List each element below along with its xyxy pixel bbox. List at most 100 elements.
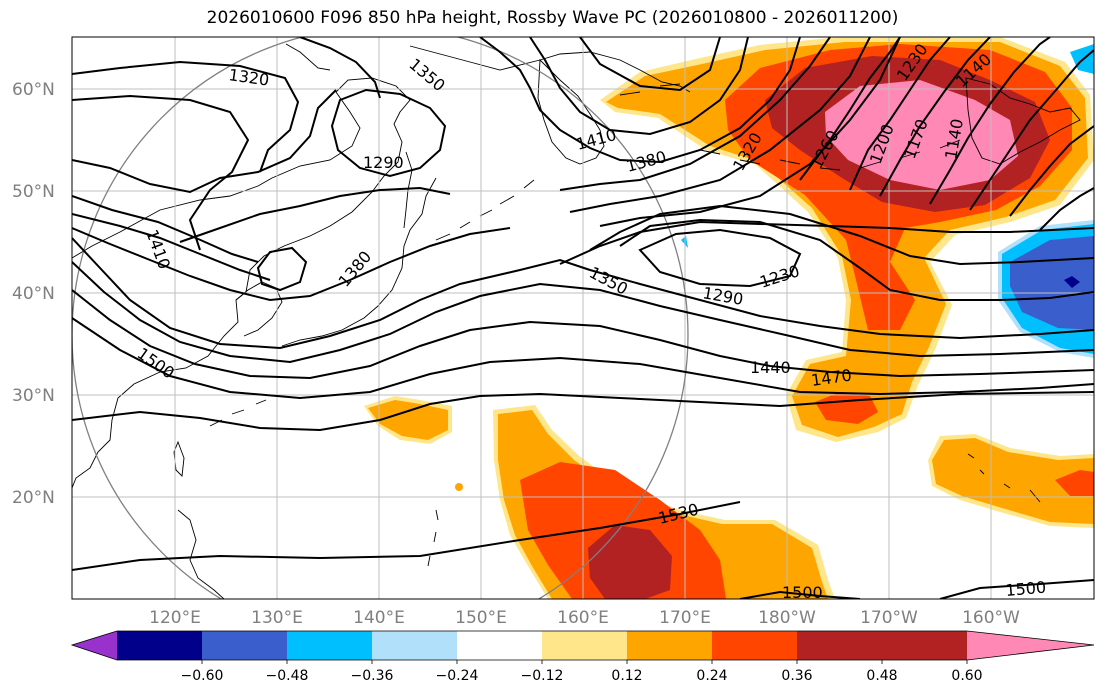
colorbar-label: −0.12 [521, 668, 564, 684]
lon-label: 150°E [455, 608, 507, 628]
contour-line [72, 261, 1094, 364]
anomaly-shade-dark-red [588, 525, 672, 599]
coastline-okhotsk [285, 43, 331, 71]
reference-circle [72, 37, 689, 599]
contour-line [256, 246, 308, 292]
anomaly-shade-navy [1064, 276, 1080, 288]
contour-line [72, 391, 1094, 432]
colorbar-label: 0.60 [951, 668, 982, 684]
anomaly-shade-pink [825, 80, 1018, 190]
lon-label: 170°E [659, 608, 711, 628]
contour-line [72, 89, 337, 194]
coastline-marianas [427, 509, 439, 567]
contour-line [72, 289, 1094, 380]
colorbar-segment [542, 631, 627, 660]
colorbar-segment [712, 631, 797, 660]
lon-label: 170°W [860, 608, 918, 628]
coastlines [72, 43, 1081, 599]
contour-label: 1290 [363, 153, 404, 172]
colorbar-segment [372, 631, 457, 660]
contour-line [969, 49, 1094, 211]
latitude-labels: 20°N 30°N 40°N 50°N 60°N [12, 80, 55, 508]
colorbar-ticks [201, 660, 968, 664]
anomaly-shade-orange [368, 400, 448, 440]
anomaly-shade-red-orange [1055, 470, 1094, 496]
coastline-kuril-islands [435, 179, 535, 241]
colorbar-label: −0.48 [266, 668, 309, 684]
plot-frame [71, 36, 1095, 600]
contour-line [72, 227, 511, 302]
contour-line [799, 37, 901, 181]
lon-label: 130°E [251, 608, 303, 628]
map-title: 2026010600 F096 850 hPa height, Rossby W… [206, 8, 899, 28]
lon-label: 180°W [758, 608, 816, 628]
colorbar-label: 0.36 [781, 668, 812, 684]
colorbar-label: 0.48 [866, 668, 897, 684]
graticule [72, 37, 1094, 599]
colorbar-label: −0.60 [181, 668, 224, 684]
contour-line [929, 37, 1051, 205]
coastline-hawaii [967, 453, 1041, 503]
contour-line [569, 37, 871, 213]
colorbar-segment [202, 631, 287, 660]
contour-line [72, 195, 259, 263]
lon-label: 120°E [149, 608, 201, 628]
coastline-japan [281, 177, 437, 347]
contour-label: 1500 [782, 583, 823, 602]
colorbar-segment [287, 631, 372, 660]
colorbar-segment [797, 631, 882, 660]
colorbar-segment [457, 631, 542, 660]
contour-line [879, 37, 991, 197]
contour-line [739, 590, 861, 599]
colorbar-label: 0.12 [611, 668, 642, 684]
coastline-korea [235, 281, 283, 337]
contour-label: 1440 [750, 358, 791, 377]
contour-line [72, 60, 300, 173]
contour-line [179, 186, 451, 243]
coastline-siberia [409, 45, 691, 93]
colorbar-segment [117, 631, 202, 660]
lat-label: 40°N [12, 284, 55, 304]
lon-label: 160°E [557, 608, 609, 628]
contour-line [72, 213, 271, 281]
contour-line [559, 220, 1094, 265]
colorbar-label: 0.24 [696, 668, 727, 684]
colorbar-segment [882, 631, 967, 660]
contour-line [1039, 187, 1094, 231]
contour-label: 1500 [1005, 578, 1047, 600]
contour-line [479, 37, 801, 164]
lat-label: 50°N [12, 182, 55, 202]
coastline-philippines [177, 509, 225, 599]
negative-anomaly-east [681, 44, 1094, 358]
contour-line [849, 37, 951, 191]
coastline-kamchatka [537, 58, 605, 165]
colorbar-segment [627, 631, 712, 660]
contour-line [939, 579, 1094, 599]
contour-line [638, 228, 802, 288]
coastline-asia-mainland [72, 77, 411, 489]
contour-line [299, 37, 381, 99]
contour-line [619, 218, 1094, 301]
lon-label: 160°W [962, 608, 1020, 628]
colorbar: −0.60 −0.48 −0.36 −0.24 −0.12 0.12 0.24 … [70, 630, 1095, 684]
longitude-labels: 120°E 130°E 140°E 150°E 160°E 170°E 180°… [149, 608, 1020, 628]
contour-line [72, 94, 250, 251]
contour-line [529, 37, 749, 136]
colorbar-extend-high [967, 631, 1094, 660]
map-plot-area: 1320 1350 1410 1380 1290 1410 1380 1500 … [72, 37, 1094, 602]
contour-line [72, 501, 741, 571]
coastline-alaska [965, 77, 1081, 165]
positive-anomaly-south [364, 396, 835, 599]
contour-line [72, 317, 1094, 400]
contour-line [330, 88, 447, 178]
colorbar-label: −0.36 [351, 668, 394, 684]
colorbar-label: −0.24 [436, 668, 479, 684]
contour-line [1009, 125, 1094, 217]
contour-line [599, 37, 901, 227]
lat-label: 60°N [12, 80, 55, 100]
colorbar-extend-low [72, 631, 117, 660]
contour-line [72, 237, 1094, 350]
lat-label: 20°N [12, 488, 55, 508]
height-contours [72, 37, 1094, 599]
